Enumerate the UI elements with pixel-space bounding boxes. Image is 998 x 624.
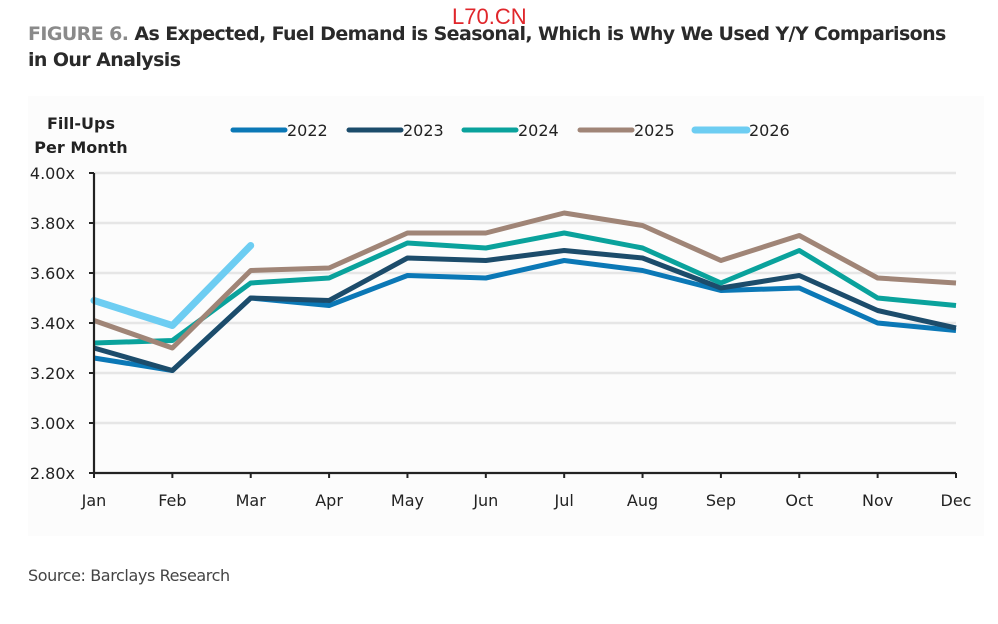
series-line-2026 xyxy=(90,242,255,329)
legend-label-2023: 2023 xyxy=(403,121,444,140)
axes: 2.80x 3.00x 3.20x 3.40x 3.60x 3.80x 4.00x Jan Fe… xyxy=(30,164,972,510)
x-tick-label: Apr xyxy=(315,491,343,510)
legend: 2022 2023 2024 2025 2026 xyxy=(230,121,790,140)
x-tick-label: Jun xyxy=(472,491,498,510)
x-tick-label: Feb xyxy=(158,491,186,510)
y-tick-label: 2.80x xyxy=(30,464,75,483)
watermark: L70.CN xyxy=(452,4,527,29)
series-lines xyxy=(90,210,957,373)
x-tick-label: Nov xyxy=(862,491,893,510)
gridlines xyxy=(94,171,956,425)
source-note: Source: Barclays Research xyxy=(28,566,230,585)
legend-label-2025: 2025 xyxy=(634,121,675,140)
y-tick-label: 3.40x xyxy=(30,314,75,333)
figure-title-text: As Expected, Fuel Demand is Seasonal, Wh… xyxy=(28,23,946,71)
y-tick-label: 3.20x xyxy=(30,364,75,383)
y-tick-label: 3.60x xyxy=(30,264,75,283)
y-tick-label: 4.00x xyxy=(30,164,75,183)
x-tick-label: Aug xyxy=(627,491,658,510)
x-tick-label: Dec xyxy=(941,491,972,510)
series-line-2023 xyxy=(93,248,957,373)
series-line-2024 xyxy=(93,230,957,346)
x-tick-label: Oct xyxy=(785,491,813,510)
chart-panel xyxy=(28,96,984,536)
y-tick-label: 3.80x xyxy=(30,214,75,233)
figure-title: FIGURE 6. As Expected, Fuel Demand is Se… xyxy=(28,21,968,73)
legend-label-2026: 2026 xyxy=(749,121,790,140)
legend-label-2024: 2024 xyxy=(518,121,559,140)
y-axis-title-line1: Fill-Ups xyxy=(47,114,115,133)
legend-label-2022: 2022 xyxy=(287,121,328,140)
x-tick-label: Jul xyxy=(554,491,574,510)
x-tick-label: Sep xyxy=(706,491,736,510)
y-axis-title-line2: Per Month xyxy=(34,138,127,157)
x-tick-label: May xyxy=(391,491,424,510)
y-tick-label: 3.00x xyxy=(30,414,75,433)
figure-label: FIGURE 6. xyxy=(28,23,129,45)
series-line-2025 xyxy=(93,210,957,351)
x-tick-label: Jan xyxy=(81,491,107,510)
x-tick-label: Mar xyxy=(236,491,267,510)
